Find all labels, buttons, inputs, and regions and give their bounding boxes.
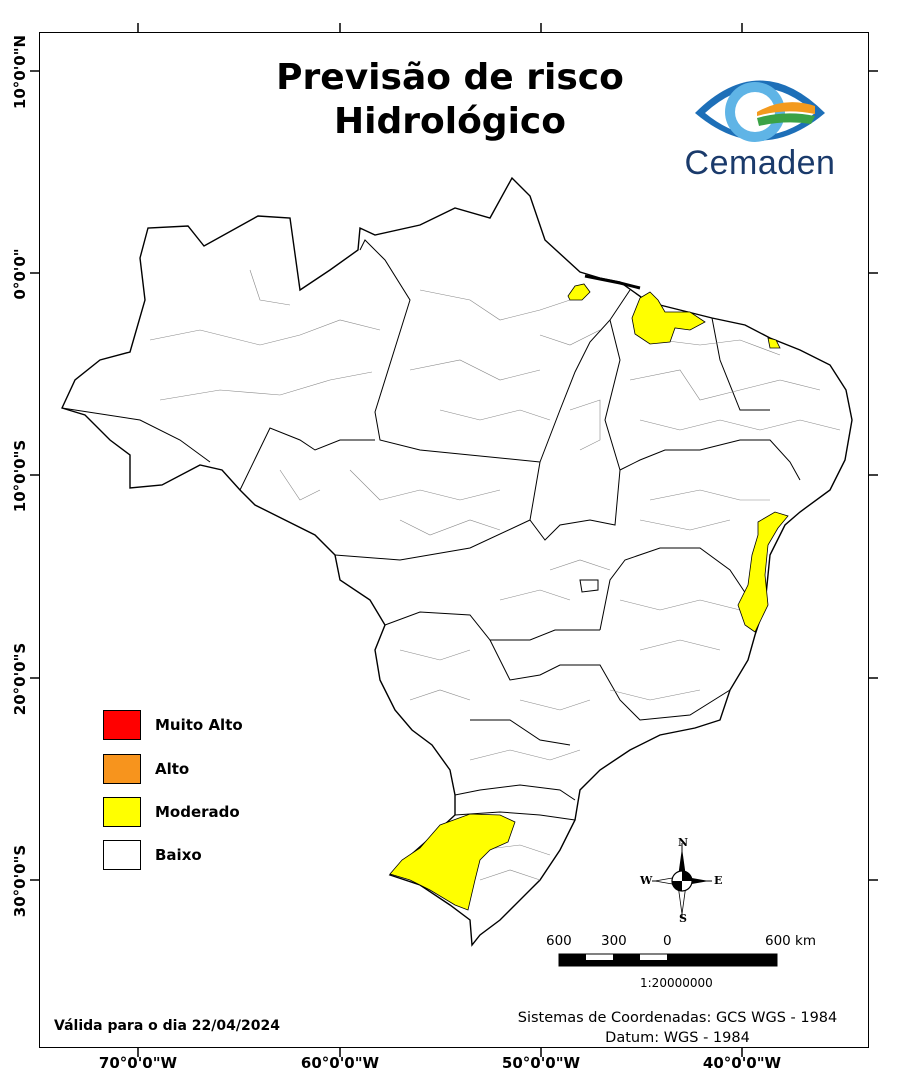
compass-w: W bbox=[640, 874, 653, 887]
compass-s: S bbox=[679, 912, 687, 925]
scale-label-600-left: 600 bbox=[546, 933, 572, 949]
compass-rose-icon bbox=[652, 843, 712, 918]
legend-label: Alto bbox=[155, 760, 190, 778]
legend-swatch bbox=[103, 754, 141, 784]
legend-label: Muito Alto bbox=[155, 716, 243, 734]
lon-label-60w: 60°0'0"W bbox=[300, 1054, 380, 1072]
legend-swatch bbox=[103, 840, 141, 870]
risk-area-rio-grande-do-sul bbox=[389, 813, 516, 911]
map-frame bbox=[39, 32, 869, 1048]
coordinate-system-line-2: Datum: WGS - 1984 bbox=[605, 1030, 750, 1046]
risk-area-ceara bbox=[767, 337, 781, 349]
legend-swatch bbox=[103, 710, 141, 740]
scale-ratio: 1:20000000 bbox=[640, 976, 713, 990]
title-line-2: Hidrológico bbox=[334, 101, 566, 142]
risk-area-maranhao bbox=[631, 291, 706, 345]
valid-date-text: Válida para o dia 22/04/2024 bbox=[54, 1018, 280, 1034]
map-title: Previsão de risco Hidrológico bbox=[200, 56, 700, 144]
lat-label-0: 0°0'0" bbox=[11, 248, 29, 300]
coordinate-system-line-1: Sistemas de Coordenadas: GCS WGS - 1984 bbox=[517, 1010, 838, 1026]
cemaden-logo-text: Cemaden bbox=[684, 144, 836, 182]
legend-label: Moderado bbox=[155, 803, 240, 821]
lat-label-30s: 30°0'0"S bbox=[11, 844, 29, 918]
scale-label-300: 300 bbox=[601, 933, 627, 949]
cemaden-eye-logo-icon bbox=[695, 80, 825, 142]
legend-swatch bbox=[103, 797, 141, 827]
scale-label-600-km: 600 km bbox=[765, 933, 817, 949]
lon-label-70w: 70°0'0"W bbox=[98, 1054, 178, 1072]
legend-label: Baixo bbox=[155, 846, 202, 864]
brazil-outline bbox=[61, 176, 853, 947]
lat-label-10n: 10°0'0"N bbox=[11, 34, 29, 110]
scale-bar bbox=[558, 953, 778, 967]
lat-label-10s: 10°0'0"S bbox=[11, 439, 29, 513]
lon-label-40w: 40°0'0"W bbox=[702, 1054, 782, 1072]
lat-label-20s: 20°0'0"S bbox=[11, 642, 29, 716]
scale-label-0: 0 bbox=[663, 933, 672, 949]
coordinate-system: Sistemas de Coordenadas: GCS WGS - 1984 … bbox=[490, 1008, 865, 1048]
title-line-1: Previsão de risco bbox=[276, 57, 624, 98]
risk-area-amapa bbox=[567, 283, 591, 301]
compass-e: E bbox=[714, 874, 723, 887]
lon-label-50w: 50°0'0"W bbox=[501, 1054, 581, 1072]
compass-n: N bbox=[678, 836, 689, 849]
risk-area-bahia bbox=[737, 511, 789, 633]
